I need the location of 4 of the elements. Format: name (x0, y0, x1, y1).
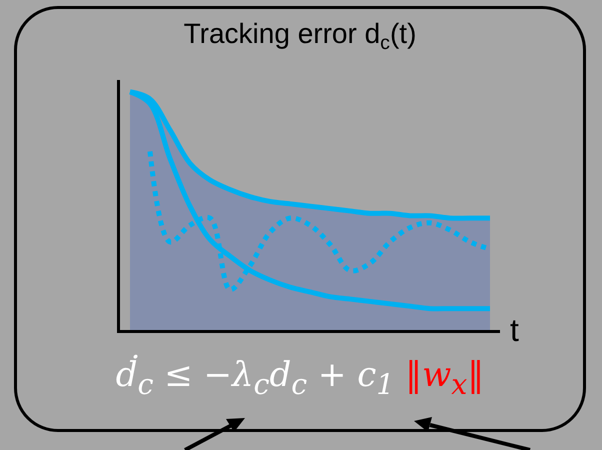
x-axis-title: t (510, 312, 519, 348)
chart-title: Tracking error d$_{c}$(t) (184, 18, 416, 54)
text: ḋ$_{c}$ ≤ −λ$_{c}$d$_{c}$ + c$_{1}$ (116, 355, 394, 401)
text: ‖w$_{x}$‖ (405, 355, 484, 401)
